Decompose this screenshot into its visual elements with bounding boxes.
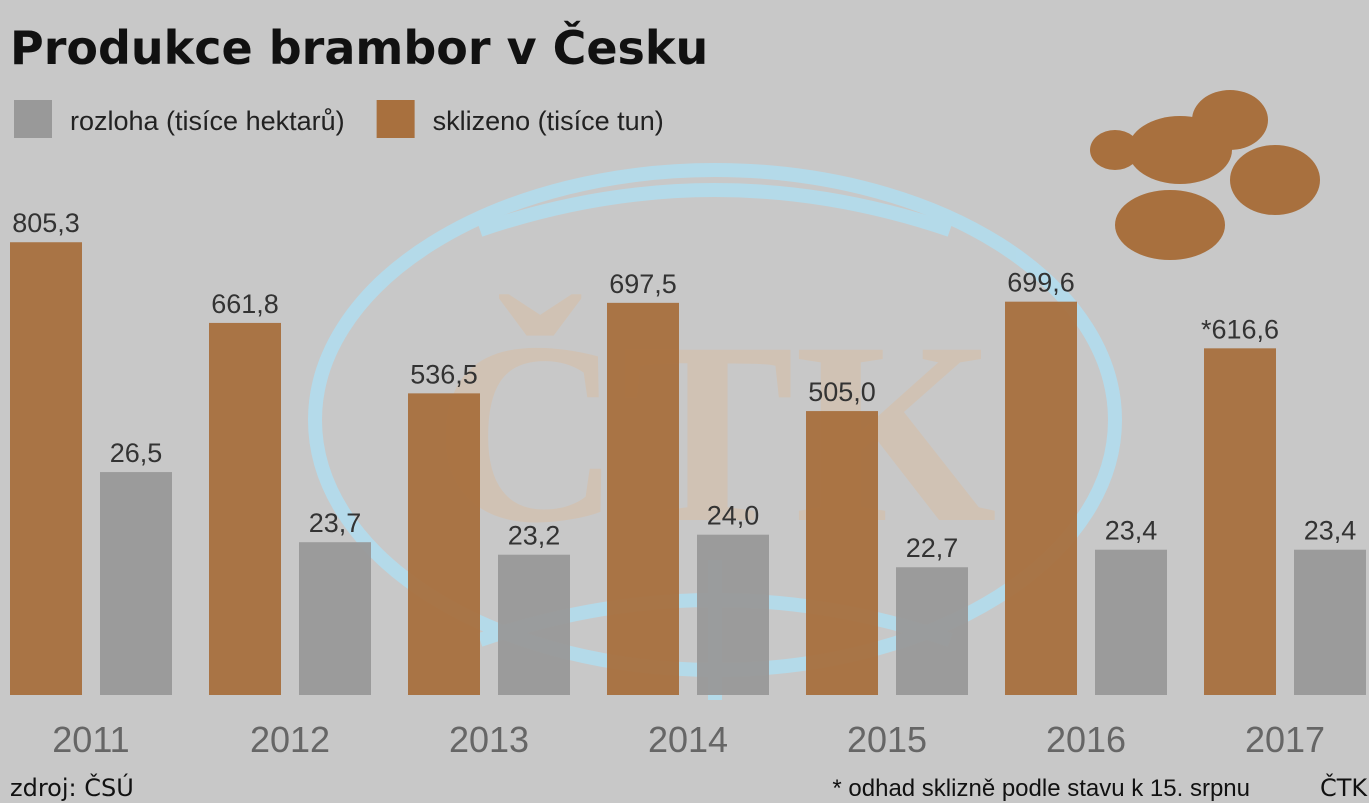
value-label: 805,3 bbox=[12, 208, 80, 238]
value-label: 699,6 bbox=[1007, 268, 1075, 298]
value-label: 23,4 bbox=[1105, 516, 1158, 546]
chart-title: Produkce brambor v Česku bbox=[10, 21, 708, 75]
value-label: 536,5 bbox=[410, 359, 478, 389]
bar bbox=[1005, 301, 1077, 695]
watermark-text: ČTK bbox=[433, 289, 997, 577]
value-label: 22,7 bbox=[906, 533, 959, 563]
value-label: 24,0 bbox=[707, 501, 760, 531]
credit: ČTK bbox=[1320, 772, 1368, 802]
x-tick-label: 2014 bbox=[648, 719, 728, 760]
bar bbox=[100, 472, 172, 695]
bar bbox=[697, 534, 769, 695]
x-tick-label: 2012 bbox=[250, 719, 330, 760]
legend-swatch bbox=[376, 100, 415, 138]
footnote: * odhad sklizně podle stavu k 15. srpnu bbox=[832, 775, 1250, 802]
x-tick-label: 2013 bbox=[449, 719, 529, 760]
bar bbox=[10, 242, 82, 696]
legend-label: rozloha (tisíce hektarů) bbox=[70, 106, 345, 136]
value-label: 23,2 bbox=[508, 521, 561, 551]
value-label: 23,7 bbox=[309, 508, 362, 538]
x-tick-label: 2017 bbox=[1245, 719, 1325, 760]
value-label: *616,6 bbox=[1201, 314, 1279, 344]
value-label: 23,4 bbox=[1304, 516, 1357, 546]
x-tick-label: 2011 bbox=[52, 719, 129, 760]
bar bbox=[1294, 549, 1366, 695]
bar bbox=[498, 554, 570, 695]
x-tick-label: 2015 bbox=[847, 719, 927, 760]
bar bbox=[1095, 549, 1167, 695]
legend-label: sklizeno (tisíce tun) bbox=[433, 106, 664, 136]
bar bbox=[896, 567, 968, 695]
potato-icon bbox=[1090, 90, 1320, 260]
source: zdroj: ČSÚ bbox=[10, 772, 134, 802]
bar bbox=[408, 393, 480, 695]
bar bbox=[806, 411, 878, 695]
legend-swatch bbox=[14, 100, 52, 138]
x-tick-label: 2016 bbox=[1046, 719, 1126, 760]
value-label: 661,8 bbox=[211, 289, 279, 319]
bar bbox=[607, 302, 679, 695]
value-label: 26,5 bbox=[110, 438, 163, 468]
bar bbox=[1204, 348, 1276, 695]
value-label: 697,5 bbox=[609, 269, 677, 299]
value-label: 505,0 bbox=[808, 377, 876, 407]
bar bbox=[299, 542, 371, 695]
bar bbox=[209, 322, 281, 695]
